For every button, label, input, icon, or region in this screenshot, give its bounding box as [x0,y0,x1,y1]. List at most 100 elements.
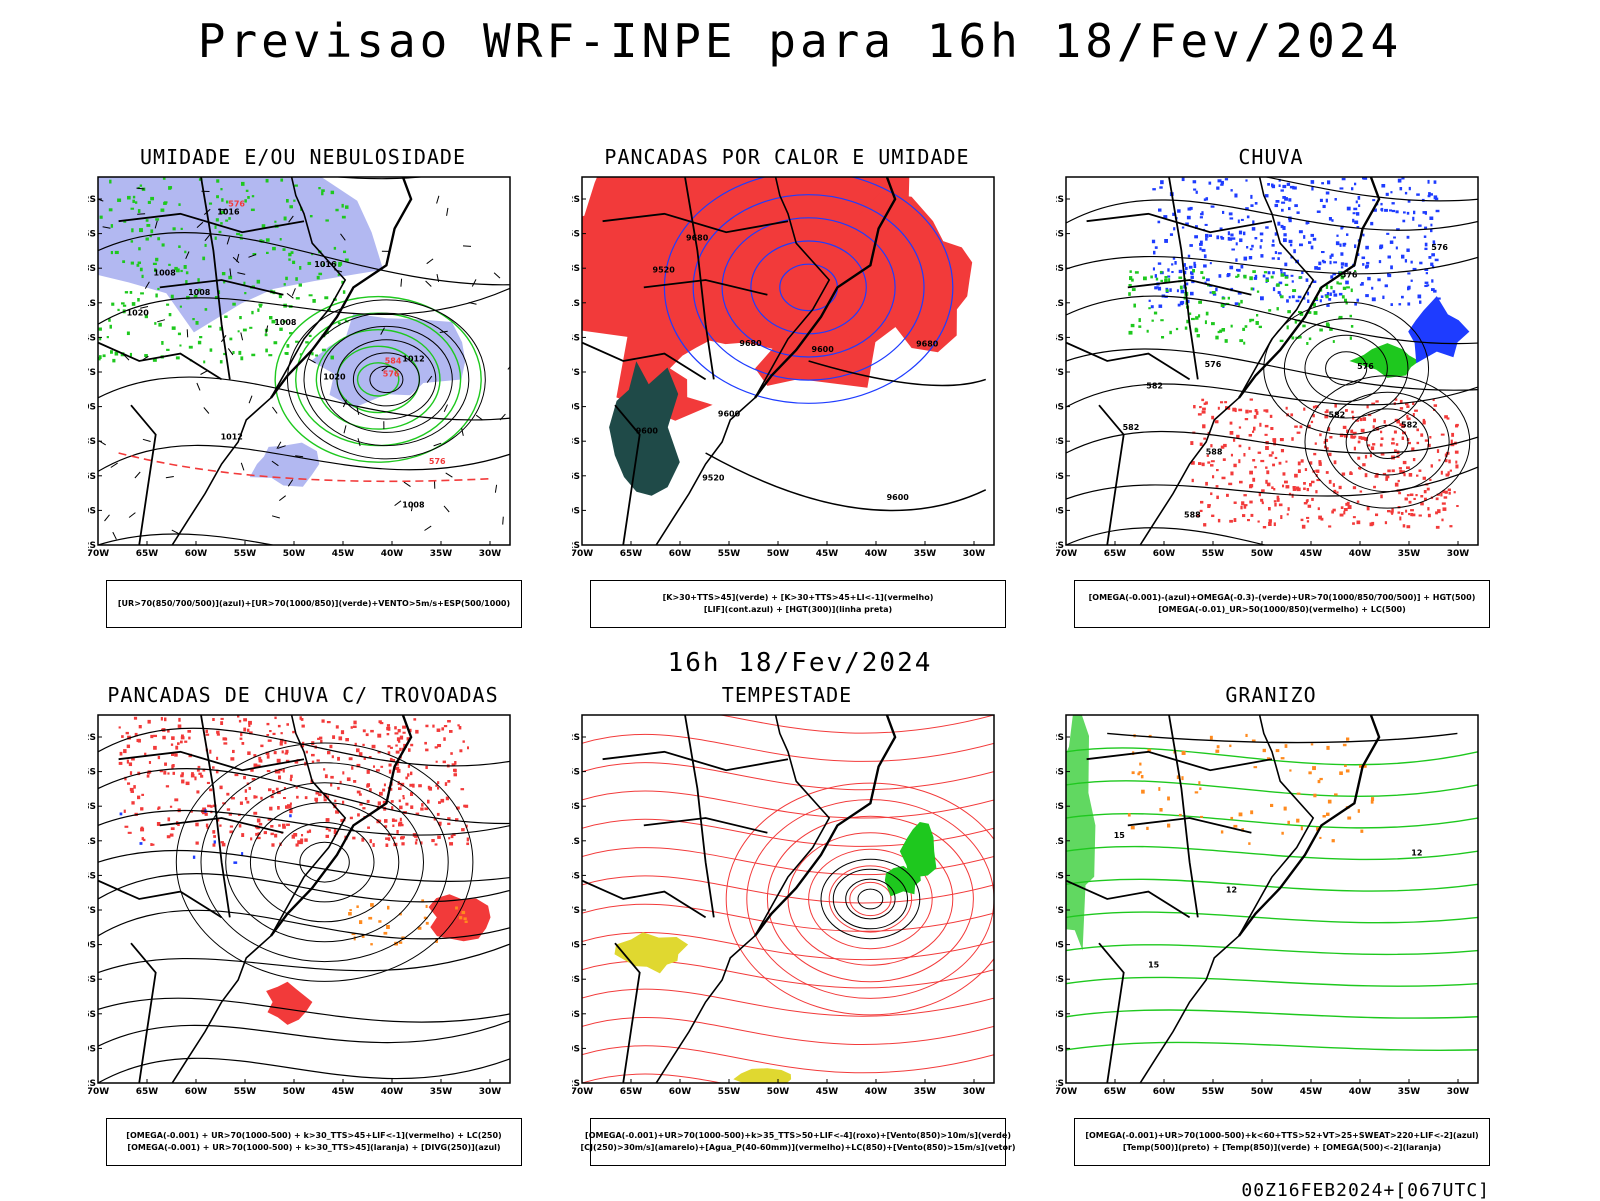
lon-tick-label: 65W [1104,549,1127,559]
lon-tick-label: 35W [430,549,453,559]
legend-line: [OMEGA(-0.001) + UR>70(1000-500) + k>30_… [126,1130,501,1142]
panel-title: TEMPESTADE [572,682,1002,708]
lon-tick-label: 70W [572,549,593,559]
valid-time-label: 16h 18/Fev/2024 [0,648,1600,678]
lat-tick-label: 21S [572,837,580,847]
lat-tick-label: 39S [88,1044,96,1054]
lat-tick-label: 21S [88,837,96,847]
lon-tick-label: 70W [1056,1087,1077,1097]
map-svg: 1008100810081016101210161020102057657657… [88,172,518,567]
legend-box: [OMEGA(-0.001) + UR>70(1000-500) + k>30_… [106,1118,522,1166]
lat-tick-label: 30S [572,403,580,413]
lat-tick-label: 30S [572,941,580,951]
lon-tick-label: 30W [1447,549,1470,559]
lon-tick-label: 55W [1202,1087,1225,1097]
lat-tick-label: 39S [1056,1044,1064,1054]
lat-tick-label: 15S [1056,768,1064,778]
lat-tick-label: 18S [1056,264,1064,274]
lon-tick-label: 50W [767,549,790,559]
lat-tick-label: 27S [1056,368,1064,378]
lat-tick-label: 30S [1056,403,1064,413]
lon-tick-label: 65W [620,549,643,559]
contour-label: 1012 [402,354,424,363]
lat-tick-label: 30S [88,403,96,413]
lat-tick-label: 12S [1056,195,1064,205]
lon-tick-label: 35W [914,1087,937,1097]
lat-tick-label: 27S [572,368,580,378]
legend-line: [OMEGA(-0.001)+UR>70(1000-500)+k>35_TTS>… [585,1130,1011,1142]
lat-tick-label: 39S [1056,506,1064,516]
contour-label: 15 [1148,961,1160,970]
lat-tick-label: 24S [1056,871,1064,881]
legend-line: [LIF](cont.azul) + [HGT(300)](linha pret… [704,604,892,616]
lon-tick-label: 60W [1153,549,1176,559]
contour-label: 9600 [812,345,835,354]
lon-tick-label: 45W [816,1087,839,1097]
lat-tick-label: 21S [88,299,96,309]
main-title: Previsao WRF-INPE para 16h 18/Fev/2024 [0,14,1600,68]
contour-label: 576 [1341,270,1358,279]
lat-tick-label: 12S [572,733,580,743]
lon-tick-label: 65W [620,1087,643,1097]
contour-label: 9520 [702,474,725,483]
lon-tick-label: 35W [914,549,937,559]
lon-tick-label: 65W [1104,1087,1127,1097]
contour-label: 9520 [653,265,676,274]
lat-tick-label: 27S [88,368,96,378]
contour-label: 576 [1431,243,1448,252]
lat-tick-label: 36S [88,1010,96,1020]
lon-tick-label: 70W [572,1087,593,1097]
lon-tick-label: 70W [88,549,109,559]
contour-label: 9680 [686,234,709,243]
legend-line: [K>30+TTS>45](verde) + [K>30+TTS>45+LI<-… [663,592,934,604]
legend-box: [UR>70(850/700/500)](azul)+[UR>70(1000/8… [106,580,522,628]
lon-tick-label: 50W [767,1087,790,1097]
lat-tick-label: 27S [88,906,96,916]
lat-tick-label: 18S [572,264,580,274]
lat-tick-label: 36S [1056,472,1064,482]
lat-tick-label: 36S [572,1010,580,1020]
lon-tick-label: 50W [283,549,306,559]
lon-tick-label: 60W [1153,1087,1176,1097]
contour-label: 588 [1184,510,1201,519]
lat-tick-label: 21S [572,299,580,309]
lon-tick-label: 65W [136,549,159,559]
lat-tick-label: 39S [572,506,580,516]
contour-label: 576 [1205,360,1222,369]
lon-tick-label: 65W [136,1087,159,1097]
lat-tick-label: 33S [1056,975,1064,985]
contour-label: 582 [1329,411,1346,420]
legend-box: [K>30+TTS>45](verde) + [K>30+TTS>45+LI<-… [590,580,1006,628]
panel-title: UMIDADE E/OU NEBULOSIDADE [88,144,518,170]
legend-line: [OMEGA(-0.01)_UR>50(1000/850)(vermelho) … [1158,604,1406,616]
panel-title: GRANIZO [1056,682,1486,708]
lon-tick-label: 45W [816,549,839,559]
contour-label: 12 [1411,849,1422,858]
lat-tick-label: 21S [1056,837,1064,847]
contour-label: 9680 [916,340,939,349]
panel-tempestade: TEMPESTADE12S15S18S21S24S27S30S33S36S39S… [572,682,1002,1182]
lat-tick-label: 18S [572,802,580,812]
contour-label: 588 [1206,448,1223,457]
lat-tick-label: 12S [572,195,580,205]
lat-tick-label: 36S [1056,1010,1064,1020]
lat-tick-label: 24S [1056,333,1064,343]
lat-tick-label: 33S [572,975,580,985]
lon-tick-label: 45W [1300,549,1323,559]
contour-label: 1020 [323,373,346,382]
lon-tick-label: 35W [1398,1087,1421,1097]
contour-label: 1008 [274,318,297,327]
contour-label: 15 [1114,831,1126,840]
lat-tick-label: 24S [572,871,580,881]
lon-tick-label: 30W [1447,1087,1470,1097]
lon-tick-label: 40W [865,1087,888,1097]
panel-title: PANCADAS DE CHUVA C/ TROVOADAS [88,682,518,708]
legend-box: [OMEGA(-0.001)+UR>70(1000-500)+k<60+TTS>… [1074,1118,1490,1166]
contour-label: 1020 [127,309,150,318]
lon-tick-label: 50W [283,1087,306,1097]
lon-tick-label: 55W [1202,549,1225,559]
lon-tick-label: 40W [381,549,404,559]
lat-tick-label: 18S [88,802,96,812]
lon-tick-label: 55W [234,549,257,559]
